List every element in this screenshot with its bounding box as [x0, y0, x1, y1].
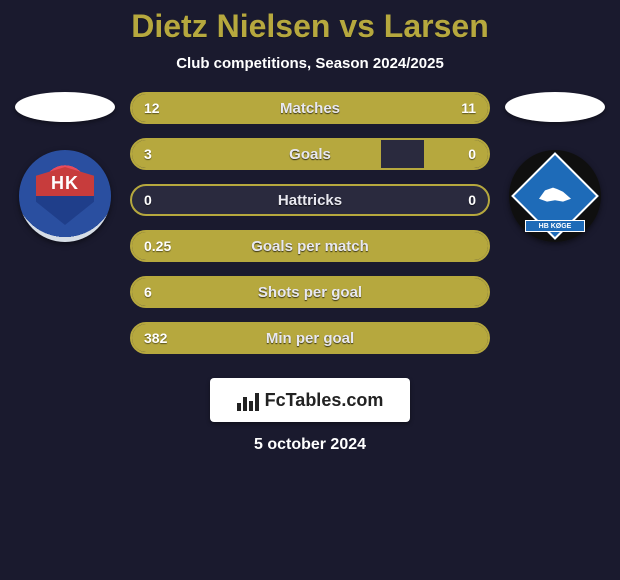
stat-label: Min per goal	[266, 330, 354, 347]
bar-chart-icon	[237, 389, 259, 411]
stat-label: Goals	[289, 146, 331, 163]
stat-value-left: 0.25	[144, 238, 171, 254]
stat-bar: 382 Min per goal	[130, 322, 490, 354]
right-side: HB KØGE	[500, 92, 610, 242]
stat-label: Hattricks	[278, 192, 342, 209]
stat-value-left: 3	[144, 146, 152, 162]
stat-label: Shots per goal	[258, 284, 362, 301]
main-row: HK 12 Matches 11 3 Goals 0 0 Hattricks 0 0.25 Goal…	[0, 92, 620, 354]
player-placeholder-right	[505, 92, 605, 122]
crest-banner: HB KØGE	[525, 220, 585, 232]
subtitle: Club competitions, Season 2024/2025	[0, 55, 620, 72]
stat-value-left: 0	[144, 192, 152, 208]
player-placeholder-left	[15, 92, 115, 122]
comparison-infographic: Dietz Nielsen vs Larsen Club competition…	[0, 0, 620, 580]
stat-label: Matches	[280, 100, 340, 117]
team-crest-left: HK	[19, 150, 111, 242]
footer-brand-badge: FcTables.com	[210, 378, 410, 422]
stat-bar: 0 Hattricks 0	[130, 184, 490, 216]
bar-fill-left	[132, 140, 381, 168]
page-title: Dietz Nielsen vs Larsen	[0, 8, 620, 45]
stat-bar: 3 Goals 0	[130, 138, 490, 170]
stat-value-right: 11	[461, 100, 476, 116]
bar-fill-right	[424, 140, 488, 168]
stat-value-left: 12	[144, 100, 160, 116]
crest-initials: HK	[51, 173, 79, 194]
shield-icon: HK	[36, 167, 94, 225]
stat-value-right: 0	[468, 192, 476, 208]
date-label: 5 october 2024	[0, 436, 620, 454]
stat-value-left: 382	[144, 330, 167, 346]
stat-bar: 6 Shots per goal	[130, 276, 490, 308]
left-side: HK	[10, 92, 120, 242]
team-crest-right: HB KØGE	[509, 150, 601, 242]
stat-value-right: 0	[468, 146, 476, 162]
stat-bars: 12 Matches 11 3 Goals 0 0 Hattricks 0 0.25 Goals p…	[130, 92, 490, 354]
stat-bar: 12 Matches 11	[130, 92, 490, 124]
stat-label: Goals per match	[251, 238, 369, 255]
stat-value-left: 6	[144, 284, 152, 300]
stat-bar: 0.25 Goals per match	[130, 230, 490, 262]
footer-brand-text: FcTables.com	[265, 390, 384, 411]
